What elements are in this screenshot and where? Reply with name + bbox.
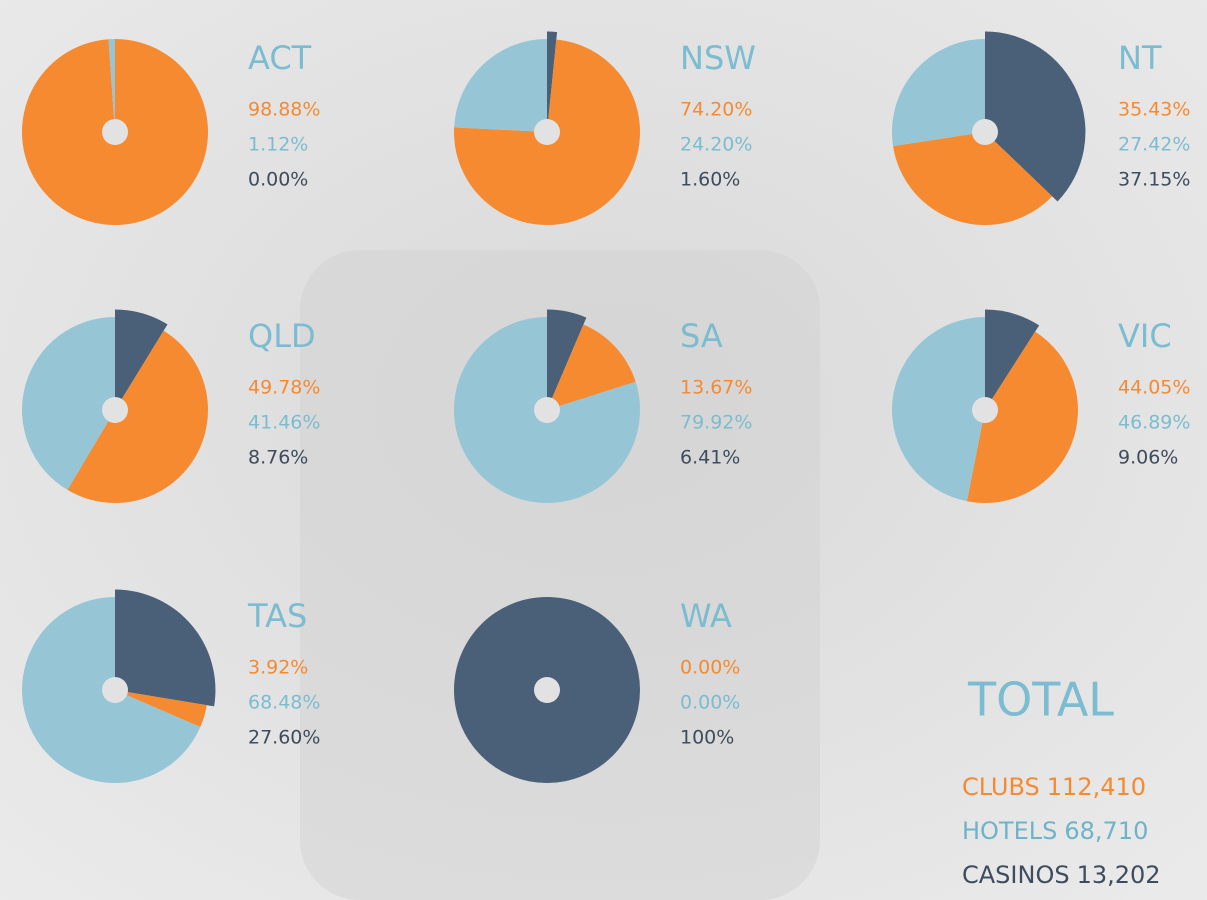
- total-category: HOTELS: [962, 817, 1057, 845]
- pie-title: SA: [680, 317, 723, 355]
- value-label: 41.46%: [248, 412, 320, 434]
- value-label: 9.06%: [1118, 447, 1178, 469]
- value-label: 13.67%: [680, 377, 752, 399]
- value-label: 37.15%: [1118, 169, 1190, 191]
- total-category: CLUBS: [962, 773, 1040, 801]
- total-category: CASINOS: [962, 861, 1070, 889]
- value-label: 0.00%: [680, 692, 740, 714]
- pie-title: QLD: [248, 317, 316, 355]
- value-label: 44.05%: [1118, 377, 1190, 399]
- total-item: CLUBS 112,410: [962, 773, 1146, 801]
- pie-slice: [115, 690, 207, 728]
- pie-hole: [102, 397, 128, 423]
- pie-slice: [67, 330, 209, 504]
- pie-hole: [534, 677, 560, 703]
- value-label: 1.60%: [680, 169, 740, 191]
- pie-title: WA: [680, 597, 732, 635]
- pie-slice: [985, 31, 1086, 202]
- total-title: TOTAL: [967, 673, 1114, 727]
- pie-title: VIC: [1118, 317, 1172, 355]
- value-label: 46.89%: [1118, 412, 1190, 434]
- value-label: 8.76%: [248, 447, 308, 469]
- pie-title: TAS: [247, 597, 307, 635]
- total-item: CASINOS 13,202: [962, 861, 1161, 889]
- pie-slice: [454, 38, 547, 133]
- pie-slice: [108, 39, 115, 132]
- pie-hole: [972, 397, 998, 423]
- value-label: 35.43%: [1118, 99, 1190, 121]
- pie-slice: [547, 309, 587, 410]
- value-label: 74.20%: [680, 99, 752, 121]
- total-value: 68,710: [1064, 817, 1148, 845]
- pie-slice: [893, 132, 1053, 225]
- value-label: 27.60%: [248, 727, 320, 749]
- value-label: 98.88%: [248, 99, 320, 121]
- value-label: 68.48%: [248, 692, 320, 714]
- pie-slice: [115, 309, 168, 410]
- pie-hole: [102, 119, 128, 145]
- value-label: 3.92%: [248, 657, 308, 679]
- pie-slice: [966, 331, 1079, 504]
- pie-slice: [547, 324, 636, 410]
- pie-title: NT: [1118, 39, 1162, 77]
- pie-hole: [534, 397, 560, 423]
- total-value: 112,410: [1047, 773, 1146, 801]
- pie-slice: [892, 39, 985, 147]
- value-label: 24.20%: [680, 134, 752, 156]
- value-label: 27.42%: [1118, 134, 1190, 156]
- pie-hole: [534, 119, 560, 145]
- pie-slice: [891, 317, 985, 502]
- pie-title: ACT: [248, 39, 312, 77]
- value-label: 79.92%: [680, 412, 752, 434]
- pie-slice: [22, 317, 115, 490]
- value-label: 49.78%: [248, 377, 320, 399]
- value-label: 6.41%: [680, 447, 740, 469]
- value-label: 0.00%: [248, 169, 308, 191]
- pie-title: NSW: [680, 39, 756, 77]
- value-label: 1.12%: [248, 134, 308, 156]
- value-label: 100%: [680, 727, 734, 749]
- pie-hole: [102, 677, 128, 703]
- value-label: 0.00%: [680, 657, 740, 679]
- pie-slice: [547, 31, 558, 133]
- pie-slice: [985, 309, 1040, 410]
- pie-hole: [972, 119, 998, 145]
- total-item: HOTELS 68,710: [962, 817, 1148, 845]
- background-shape: [300, 250, 820, 900]
- total-value: 13,202: [1077, 861, 1161, 889]
- pie-slice: [115, 589, 216, 707]
